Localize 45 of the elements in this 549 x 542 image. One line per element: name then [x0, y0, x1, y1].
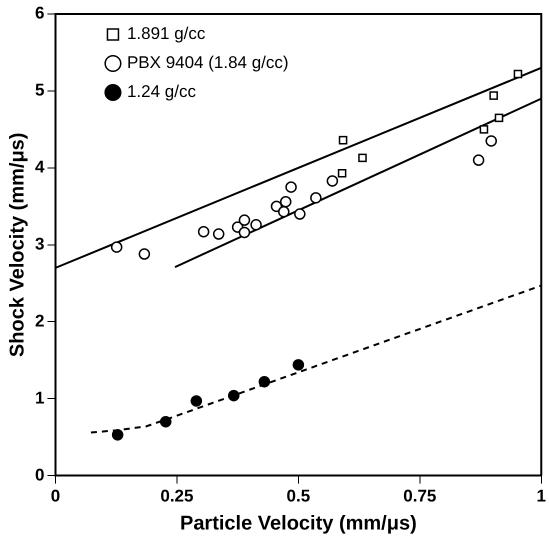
point	[494, 114, 504, 122]
point	[160, 416, 172, 428]
point	[338, 136, 348, 144]
point	[112, 429, 124, 441]
point	[228, 390, 240, 402]
point	[190, 395, 202, 407]
y-tick-label: 2	[34, 311, 44, 330]
legend-label: 1.24 g/cc	[126, 82, 196, 102]
point	[285, 181, 297, 193]
point	[310, 192, 322, 204]
y-tick-label: 3	[34, 234, 44, 254]
point	[514, 70, 522, 78]
y-tick-label: 0	[34, 465, 44, 484]
legend-label: 1.891 g/cc	[126, 24, 206, 44]
x-tick-label: 0.25	[160, 486, 194, 506]
point	[278, 206, 290, 218]
point	[485, 135, 497, 147]
point	[294, 208, 306, 220]
point	[326, 175, 338, 187]
y-tick-label: 1	[34, 388, 44, 408]
point	[338, 168, 346, 178]
point	[480, 125, 488, 134]
point	[292, 359, 304, 371]
point	[358, 154, 367, 162]
x-axis-title: Particle Velocity (mm/μs)	[180, 512, 417, 535]
point	[280, 196, 292, 208]
point	[250, 219, 262, 231]
x-tick-label: 0	[50, 486, 60, 506]
point	[198, 226, 210, 238]
x-tick-label: 0.5	[286, 486, 310, 506]
y-tick-label: 5	[34, 80, 44, 100]
point	[238, 226, 250, 238]
legend-label: PBX 9404 (1.84 g/cc)	[126, 53, 289, 72]
y-tick-label: 6	[34, 4, 44, 23]
x-tick-label: 1	[536, 486, 546, 506]
point	[472, 154, 484, 166]
point	[489, 91, 498, 100]
x-tick-label: 0.75	[403, 486, 436, 506]
point	[212, 228, 224, 240]
y-tick-label: 4	[34, 158, 45, 177]
point	[258, 376, 270, 388]
y-axis-title: Shock Velocity (mm/μs)	[6, 132, 29, 358]
point	[238, 214, 250, 226]
point	[110, 241, 122, 253]
point	[138, 248, 150, 260]
